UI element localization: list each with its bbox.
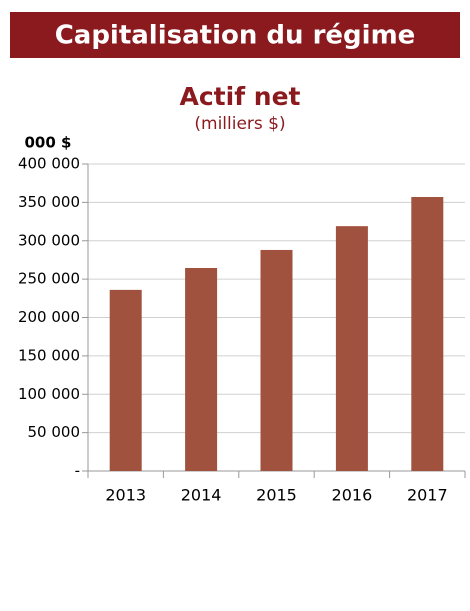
y-tick-label: 300 000 — [18, 231, 80, 249]
bar — [411, 197, 444, 471]
y-axis-label: 000 $ — [25, 134, 72, 152]
x-tick-label: 2017 — [407, 486, 448, 505]
bar — [335, 226, 368, 471]
x-tick-label: 2014 — [181, 486, 222, 505]
chart-title: Actif net — [180, 82, 301, 111]
y-tick-label: 50 000 — [28, 423, 81, 441]
y-tick-label: 100 000 — [18, 385, 80, 403]
y-tick-label: 250 000 — [18, 270, 80, 288]
banner-title: Capitalisation du régime — [55, 21, 416, 51]
x-tick-label: 2015 — [256, 486, 297, 505]
y-tick-label: - — [75, 462, 80, 480]
bar — [185, 267, 218, 471]
chart-subtitle: (milliers $) — [194, 114, 285, 134]
y-tick-label: 150 000 — [18, 346, 80, 364]
x-tick-label: 2013 — [105, 486, 146, 505]
y-tick-label: 400 000 — [18, 155, 80, 173]
y-tick-label: 350 000 — [18, 193, 80, 211]
banner — [10, 12, 460, 58]
x-tick-label: 2016 — [332, 486, 373, 505]
bar — [260, 249, 293, 471]
y-tick-label: 200 000 — [18, 308, 80, 326]
bar — [109, 289, 142, 471]
